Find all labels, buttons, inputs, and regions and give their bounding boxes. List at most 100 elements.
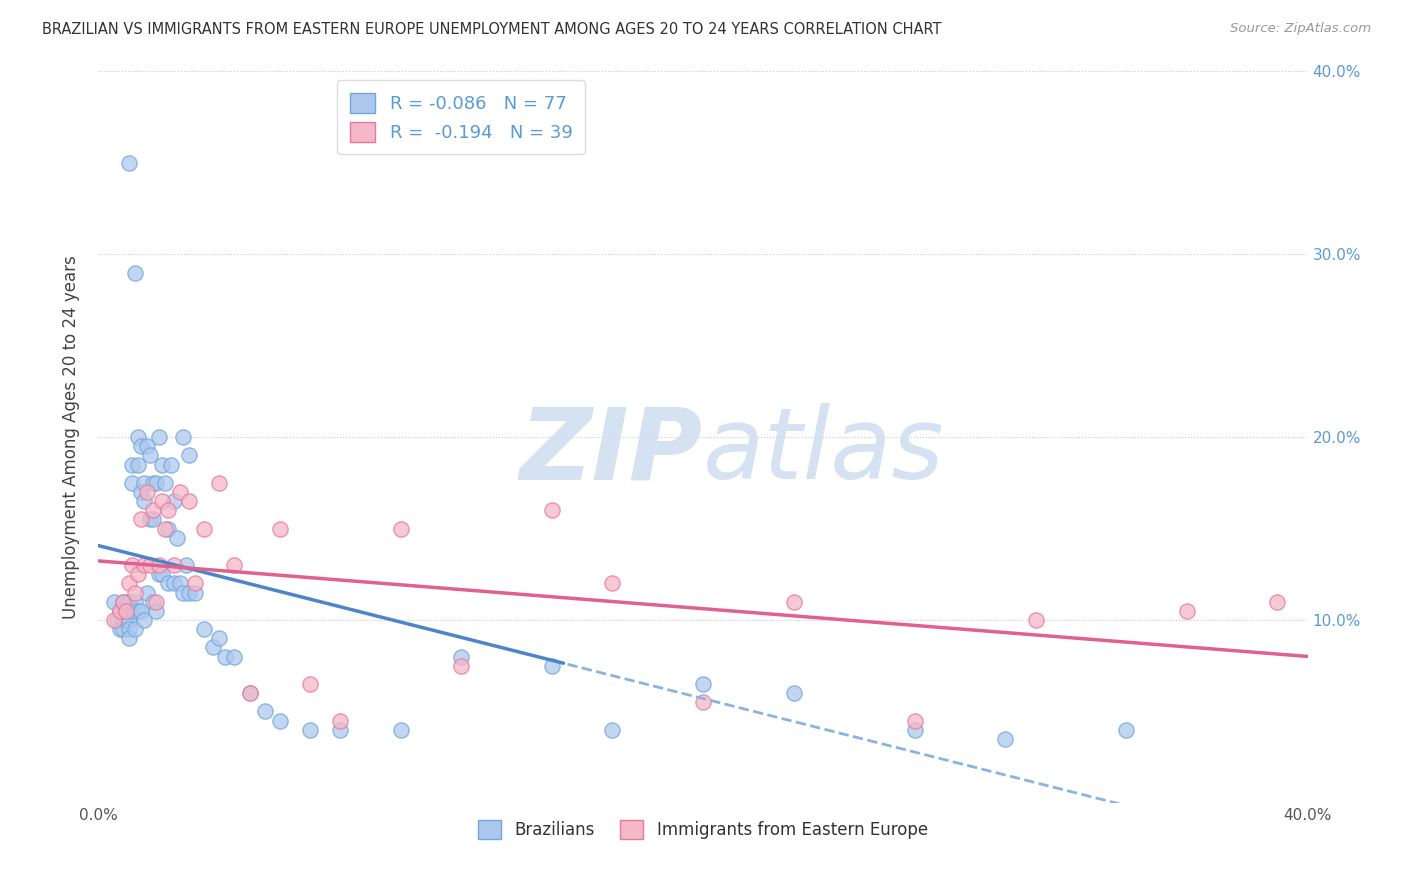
- Point: [145, 604, 167, 618]
- Point: [179, 585, 201, 599]
- Point: [127, 430, 149, 444]
- Point: [121, 558, 143, 573]
- Point: [118, 576, 141, 591]
- Point: [193, 622, 215, 636]
- Point: [329, 723, 352, 737]
- Point: [540, 658, 562, 673]
- Point: [179, 494, 201, 508]
- Point: [166, 531, 188, 545]
- Point: [153, 475, 176, 490]
- Point: [108, 604, 131, 618]
- Point: [132, 613, 155, 627]
- Point: [111, 613, 134, 627]
- Point: [108, 604, 131, 618]
- Point: [148, 558, 170, 573]
- Point: [450, 658, 472, 673]
- Point: [103, 613, 125, 627]
- Point: [160, 458, 183, 472]
- Point: [163, 558, 186, 573]
- Point: [148, 430, 170, 444]
- Point: [184, 576, 207, 591]
- Point: [994, 731, 1017, 746]
- Point: [214, 649, 236, 664]
- Point: [783, 686, 806, 700]
- Point: [150, 494, 173, 508]
- Point: [389, 521, 412, 535]
- Point: [172, 585, 194, 599]
- Point: [153, 521, 176, 535]
- Point: [111, 594, 134, 608]
- Point: [142, 512, 165, 526]
- Point: [783, 594, 806, 608]
- Point: [118, 622, 141, 636]
- Point: [129, 604, 152, 618]
- Point: [129, 439, 152, 453]
- Point: [118, 594, 141, 608]
- Point: [904, 714, 927, 728]
- Point: [450, 649, 472, 664]
- Point: [105, 613, 128, 627]
- Point: [114, 604, 136, 618]
- Point: [299, 723, 322, 737]
- Point: [193, 521, 215, 535]
- Point: [132, 475, 155, 490]
- Point: [150, 567, 173, 582]
- Point: [132, 558, 155, 573]
- Point: [135, 485, 157, 500]
- Point: [124, 622, 146, 636]
- Text: ZIP: ZIP: [520, 403, 703, 500]
- Text: BRAZILIAN VS IMMIGRANTS FROM EASTERN EUROPE UNEMPLOYMENT AMONG AGES 20 TO 24 YEA: BRAZILIAN VS IMMIGRANTS FROM EASTERN EUR…: [42, 22, 942, 37]
- Point: [135, 585, 157, 599]
- Point: [169, 485, 191, 500]
- Point: [1175, 604, 1198, 618]
- Point: [269, 521, 291, 535]
- Point: [114, 613, 136, 627]
- Point: [239, 686, 262, 700]
- Point: [124, 594, 146, 608]
- Point: [179, 448, 201, 462]
- Point: [139, 512, 162, 526]
- Point: [103, 594, 125, 608]
- Point: [1267, 594, 1289, 608]
- Point: [1024, 613, 1046, 627]
- Point: [142, 503, 165, 517]
- Point: [224, 558, 246, 573]
- Point: [111, 594, 134, 608]
- Point: [118, 156, 141, 170]
- Legend: Brazilians, Immigrants from Eastern Europe: Brazilians, Immigrants from Eastern Euro…: [471, 814, 935, 846]
- Point: [145, 594, 167, 608]
- Point: [174, 558, 197, 573]
- Point: [169, 576, 191, 591]
- Point: [124, 266, 146, 280]
- Point: [184, 585, 207, 599]
- Point: [202, 640, 225, 655]
- Point: [239, 686, 262, 700]
- Point: [124, 585, 146, 599]
- Point: [163, 576, 186, 591]
- Point: [172, 430, 194, 444]
- Point: [135, 439, 157, 453]
- Point: [127, 567, 149, 582]
- Point: [118, 604, 141, 618]
- Point: [156, 576, 179, 591]
- Point: [692, 677, 714, 691]
- Point: [692, 695, 714, 709]
- Point: [208, 475, 231, 490]
- Point: [208, 632, 231, 646]
- Point: [121, 604, 143, 618]
- Point: [540, 503, 562, 517]
- Point: [108, 622, 131, 636]
- Point: [142, 475, 165, 490]
- Point: [269, 714, 291, 728]
- Point: [148, 567, 170, 582]
- Point: [224, 649, 246, 664]
- Point: [127, 458, 149, 472]
- Point: [121, 458, 143, 472]
- Point: [145, 475, 167, 490]
- Point: [111, 622, 134, 636]
- Point: [118, 632, 141, 646]
- Point: [389, 723, 412, 737]
- Point: [156, 521, 179, 535]
- Text: Source: ZipAtlas.com: Source: ZipAtlas.com: [1230, 22, 1371, 36]
- Point: [114, 594, 136, 608]
